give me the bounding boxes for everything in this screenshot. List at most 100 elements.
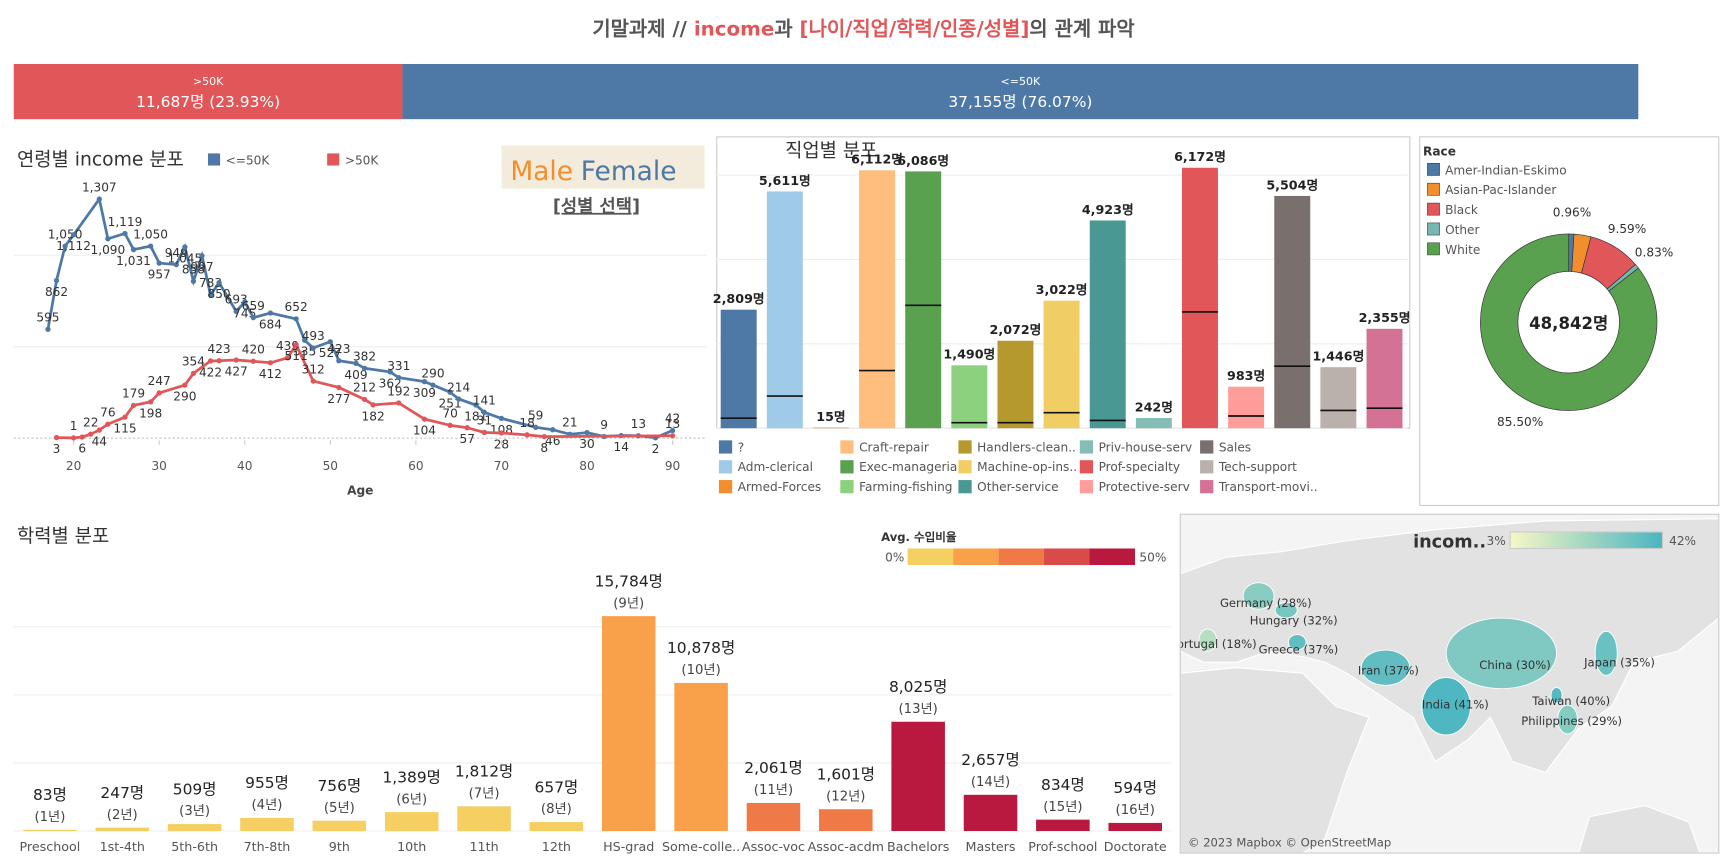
bar xyxy=(951,365,988,429)
country-label: India (41%) xyxy=(1422,697,1489,711)
color-step xyxy=(907,548,954,566)
data-label: 1,090 xyxy=(91,243,126,257)
year-label: (16년) xyxy=(1116,802,1155,818)
data-label: 44 xyxy=(92,435,108,449)
value-label: 657명 xyxy=(535,778,579,796)
data-label: 652 xyxy=(285,300,308,314)
legend-swatch xyxy=(718,480,733,494)
point xyxy=(669,433,676,439)
country-label: Iran (37%) xyxy=(1358,663,1419,677)
map-credit: © 2023 Mapbox © OpenStreetMap xyxy=(1188,835,1391,849)
point xyxy=(481,429,487,436)
point xyxy=(456,396,462,402)
x-tick-label: 30 xyxy=(151,459,166,473)
point xyxy=(79,434,85,440)
value-label: 2,657명 xyxy=(961,751,1019,769)
data-label: 949 xyxy=(165,246,188,260)
x-tick-label: 5th-6th xyxy=(171,839,218,854)
legend-label: Adm-clerical xyxy=(738,460,813,474)
legend-label: Sales xyxy=(1219,440,1251,454)
data-label: 6 xyxy=(78,441,86,455)
point xyxy=(396,400,402,406)
color-legend-label: 50% xyxy=(1139,551,1166,565)
value-label: 1,490명 xyxy=(943,347,995,362)
data-label: 42 xyxy=(665,412,680,426)
year-label: (13년) xyxy=(898,701,937,717)
slice-label: 85.50% xyxy=(1497,415,1543,429)
data-label: 858 xyxy=(182,262,205,276)
legend-swatch xyxy=(1200,460,1214,474)
data-label: 70 xyxy=(442,407,457,421)
bar xyxy=(746,802,801,831)
title-part: 기말과제 // xyxy=(592,17,693,40)
point xyxy=(122,230,128,237)
data-label: 212 xyxy=(353,381,376,395)
gender-option[interactable]: Male xyxy=(510,156,573,187)
x-tick-label: Assoc-acdm xyxy=(808,839,884,854)
point xyxy=(302,337,308,343)
legend-swatch xyxy=(1427,163,1440,176)
point xyxy=(156,390,162,396)
data-label: 423 xyxy=(208,342,231,356)
value-label: 1,446명 xyxy=(1312,349,1364,364)
x-tick-label: Some-colle.. xyxy=(662,839,740,854)
gender-filter-box[interactable] xyxy=(501,145,705,189)
x-tick-label: 1st-4th xyxy=(100,839,145,854)
bar xyxy=(1320,367,1357,429)
gender-option[interactable]: Female xyxy=(581,156,677,187)
data-label: 8 xyxy=(540,441,548,455)
value-label: 247명 xyxy=(100,784,144,802)
x-tick-label: Doctorate xyxy=(1104,839,1167,854)
bar xyxy=(674,682,728,831)
value-label: 594명 xyxy=(1113,779,1157,797)
point xyxy=(533,424,539,430)
data-label: 493 xyxy=(302,329,325,343)
legend-label: Prof-specialty xyxy=(1099,460,1180,474)
value-label: 6,172명 xyxy=(1174,149,1226,164)
color-legend-title: Avg. 수입비율 xyxy=(881,530,957,544)
data-label: 420 xyxy=(242,343,265,357)
color-step xyxy=(953,548,999,566)
point xyxy=(387,369,393,375)
bar xyxy=(905,171,942,429)
legend-label: Farming-fishing xyxy=(859,480,952,494)
title-part: 과 xyxy=(774,17,799,40)
data-label: 1,045 xyxy=(168,251,203,265)
data-label: 362 xyxy=(379,376,402,390)
data-label: 182 xyxy=(362,409,385,423)
bar xyxy=(1228,386,1265,429)
bar xyxy=(766,191,803,429)
data-label: 745 xyxy=(233,306,256,320)
value-label: 6,112명 xyxy=(851,152,903,167)
bar xyxy=(720,309,757,429)
legend-label: Transport-movi.. xyxy=(1218,480,1318,494)
year-label: (11년) xyxy=(754,782,793,798)
point xyxy=(182,382,188,388)
point xyxy=(464,425,470,431)
point xyxy=(122,414,128,420)
point xyxy=(336,358,342,364)
bar xyxy=(963,794,1018,831)
legend-swatch xyxy=(1200,440,1214,454)
point xyxy=(250,314,256,321)
bar xyxy=(997,340,1034,429)
point xyxy=(199,253,205,259)
data-label: 13 xyxy=(665,417,680,431)
point xyxy=(498,430,505,436)
data-label: 3 xyxy=(53,442,61,456)
x-tick-label: 60 xyxy=(408,459,423,473)
country xyxy=(1594,630,1618,676)
data-label: 957 xyxy=(148,268,171,282)
data-label: 2 xyxy=(652,442,660,456)
bar xyxy=(1366,328,1403,429)
data-label: 850 xyxy=(208,287,231,301)
legend-swatch xyxy=(1079,440,1094,454)
legend-label: White xyxy=(1445,243,1480,257)
legend-label: ? xyxy=(738,440,744,454)
dashboard-title: 기말과제 // income과 [나이/직업/학력/인종/성별]의 관계 파악 xyxy=(592,17,1134,40)
gender-filter-label[interactable]: [성별 선택] xyxy=(553,196,640,217)
legend-swatch xyxy=(840,460,854,474)
data-label: 422 xyxy=(199,365,222,379)
data-label: 30 xyxy=(579,437,594,451)
